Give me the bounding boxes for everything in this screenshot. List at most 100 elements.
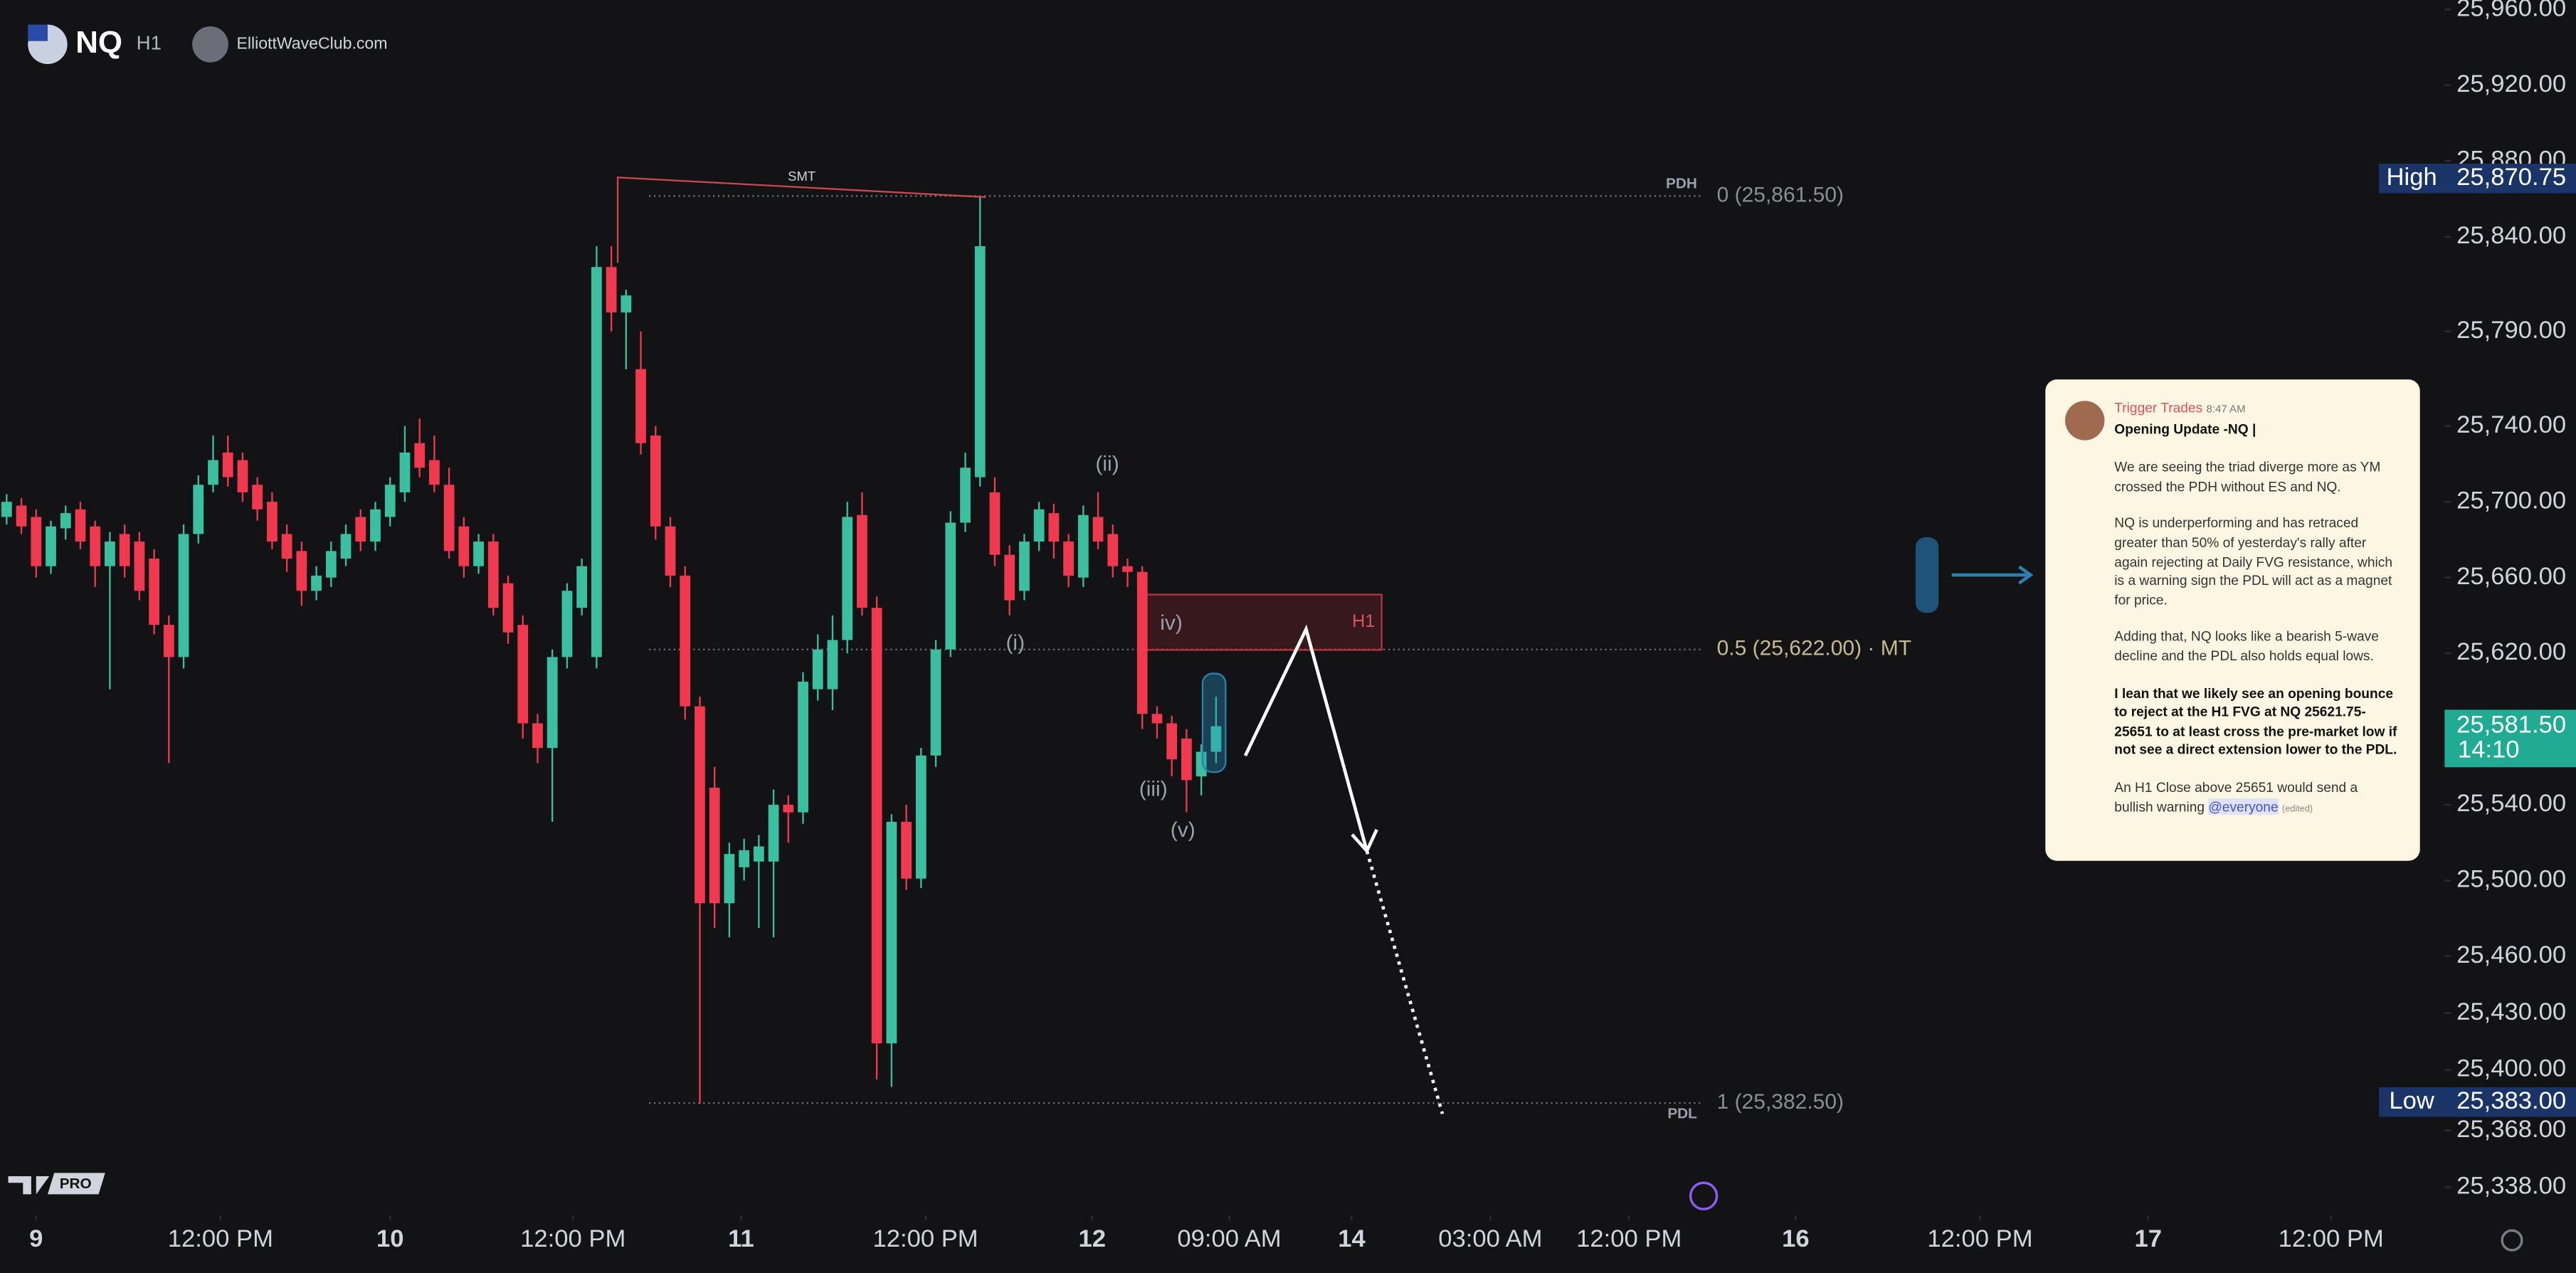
- candle-body: [428, 460, 440, 485]
- candle-body: [1181, 738, 1192, 781]
- candle-body: [1, 502, 12, 517]
- y-tick-label: 25,700.00: [2456, 487, 2566, 514]
- candle-body: [119, 534, 130, 566]
- candle-body: [399, 453, 411, 492]
- candle-body: [46, 526, 56, 566]
- x-tick-label: 09:00 AM: [1177, 1225, 1281, 1252]
- goto-icon[interactable]: [1689, 1181, 1719, 1210]
- candle-body: [1077, 514, 1089, 578]
- candle-body: [945, 522, 956, 650]
- candle-body: [930, 649, 941, 756]
- y-tick-label: 25,500.00: [2456, 866, 2566, 893]
- candle-body: [871, 608, 882, 1044]
- smt-line: [616, 176, 986, 263]
- y-tick-label: 25,920.00: [2456, 70, 2566, 97]
- avatar: [2065, 401, 2105, 440]
- candle-body: [591, 267, 602, 657]
- wave-label: (iii): [1139, 777, 1168, 801]
- candle-body: [208, 460, 218, 485]
- candle-body: [1033, 509, 1045, 542]
- paragraph: An H1 Close above 25651 would send a bul…: [2114, 778, 2397, 820]
- source-icon: [192, 26, 228, 63]
- y-tick-label: 25,540.00: [2456, 790, 2566, 817]
- candle-body: [458, 526, 470, 566]
- candle-body: [989, 492, 1001, 555]
- wave-label: (v): [1171, 818, 1195, 842]
- last-price: 25,581.50: [2456, 712, 2566, 739]
- projection-dotted: [1365, 850, 1445, 1114]
- zone-label: H1: [1352, 611, 1375, 631]
- x-tick-label: 17: [2134, 1225, 2162, 1252]
- mention[interactable]: @everyone: [2208, 797, 2279, 814]
- candle-body: [355, 517, 366, 542]
- x-tick-label: 12:00 PM: [1576, 1225, 1682, 1252]
- author: Trigger Trades: [2114, 399, 2203, 416]
- candle-body: [473, 542, 484, 566]
- candle-body: [974, 245, 986, 477]
- candle-body: [547, 657, 558, 749]
- candle-body: [827, 640, 838, 690]
- candle-body: [886, 821, 897, 1044]
- time: 8:47 AM: [2206, 403, 2246, 416]
- candle-body: [370, 509, 381, 542]
- candle-body: [798, 682, 808, 813]
- price-badge: [2378, 1087, 2576, 1117]
- y-tick-label: 25,790.00: [2456, 317, 2566, 344]
- paragraph: Adding that, NQ looks like a bearish 5-w…: [2114, 628, 2379, 664]
- candle-body: [783, 804, 794, 813]
- candle-body: [325, 551, 337, 578]
- post-title: Opening Update -NQ |: [2114, 420, 2256, 437]
- flag-canton: [28, 24, 48, 41]
- candle-body: [680, 575, 691, 707]
- candle-body: [1122, 566, 1133, 572]
- candle-body: [812, 649, 823, 690]
- x-tick-label: 12:00 PM: [2279, 1225, 2384, 1252]
- candle-body: [621, 295, 632, 313]
- edited: (edited): [2281, 804, 2313, 814]
- settings-icon[interactable]: [2501, 1229, 2523, 1252]
- candle-body: [487, 542, 499, 608]
- symbol: NQ: [75, 25, 122, 60]
- price-tag: High: [2387, 164, 2437, 191]
- y-tick-label: 25,400.00: [2456, 1055, 2566, 1082]
- candle-body: [561, 591, 573, 657]
- candle-body: [753, 846, 764, 862]
- y-tick-label: 25,620.00: [2456, 638, 2566, 665]
- post-card: Trigger Trades 8:47 AM Opening Update -N…: [2045, 379, 2420, 861]
- candle-body: [576, 566, 588, 608]
- wave-label: (ii): [1095, 452, 1119, 475]
- fib-label: 0 (25,861.50): [1717, 183, 1844, 206]
- candle-body: [31, 517, 42, 566]
- price-label: 25,870.75: [2456, 164, 2566, 191]
- side-marker: [1915, 537, 1939, 613]
- y-tick-label: 25,740.00: [2456, 411, 2566, 438]
- x-tick-label: 10: [376, 1225, 404, 1252]
- candle-body: [1019, 542, 1030, 591]
- candle-body: [340, 534, 352, 559]
- candle-body: [178, 534, 189, 657]
- x-tick-label: 12: [1079, 1225, 1107, 1252]
- candle-body: [1063, 542, 1074, 576]
- candle-body: [1210, 726, 1222, 752]
- x-tick-label: 16: [1782, 1225, 1810, 1252]
- price-tag: Low: [2389, 1087, 2435, 1114]
- candle-body: [709, 788, 720, 904]
- price-label: 25,383.00: [2456, 1087, 2566, 1114]
- candle-body: [901, 821, 912, 879]
- y-tick-label: 25,660.00: [2456, 563, 2566, 590]
- candle-body: [517, 625, 529, 724]
- x-tick-label: 03:00 AM: [1438, 1225, 1542, 1252]
- candle-body: [163, 625, 174, 657]
- candle-body: [134, 542, 145, 591]
- price-badge: [2378, 164, 2576, 194]
- candle-body: [16, 505, 27, 527]
- candle-body: [193, 485, 204, 534]
- candle-body: [665, 526, 676, 576]
- candle-body: [1004, 554, 1015, 601]
- candle-body: [502, 583, 514, 633]
- candle-body: [222, 453, 233, 477]
- y-tick-label: 25,430.00: [2456, 998, 2566, 1025]
- x-tick-label: 11: [728, 1225, 754, 1252]
